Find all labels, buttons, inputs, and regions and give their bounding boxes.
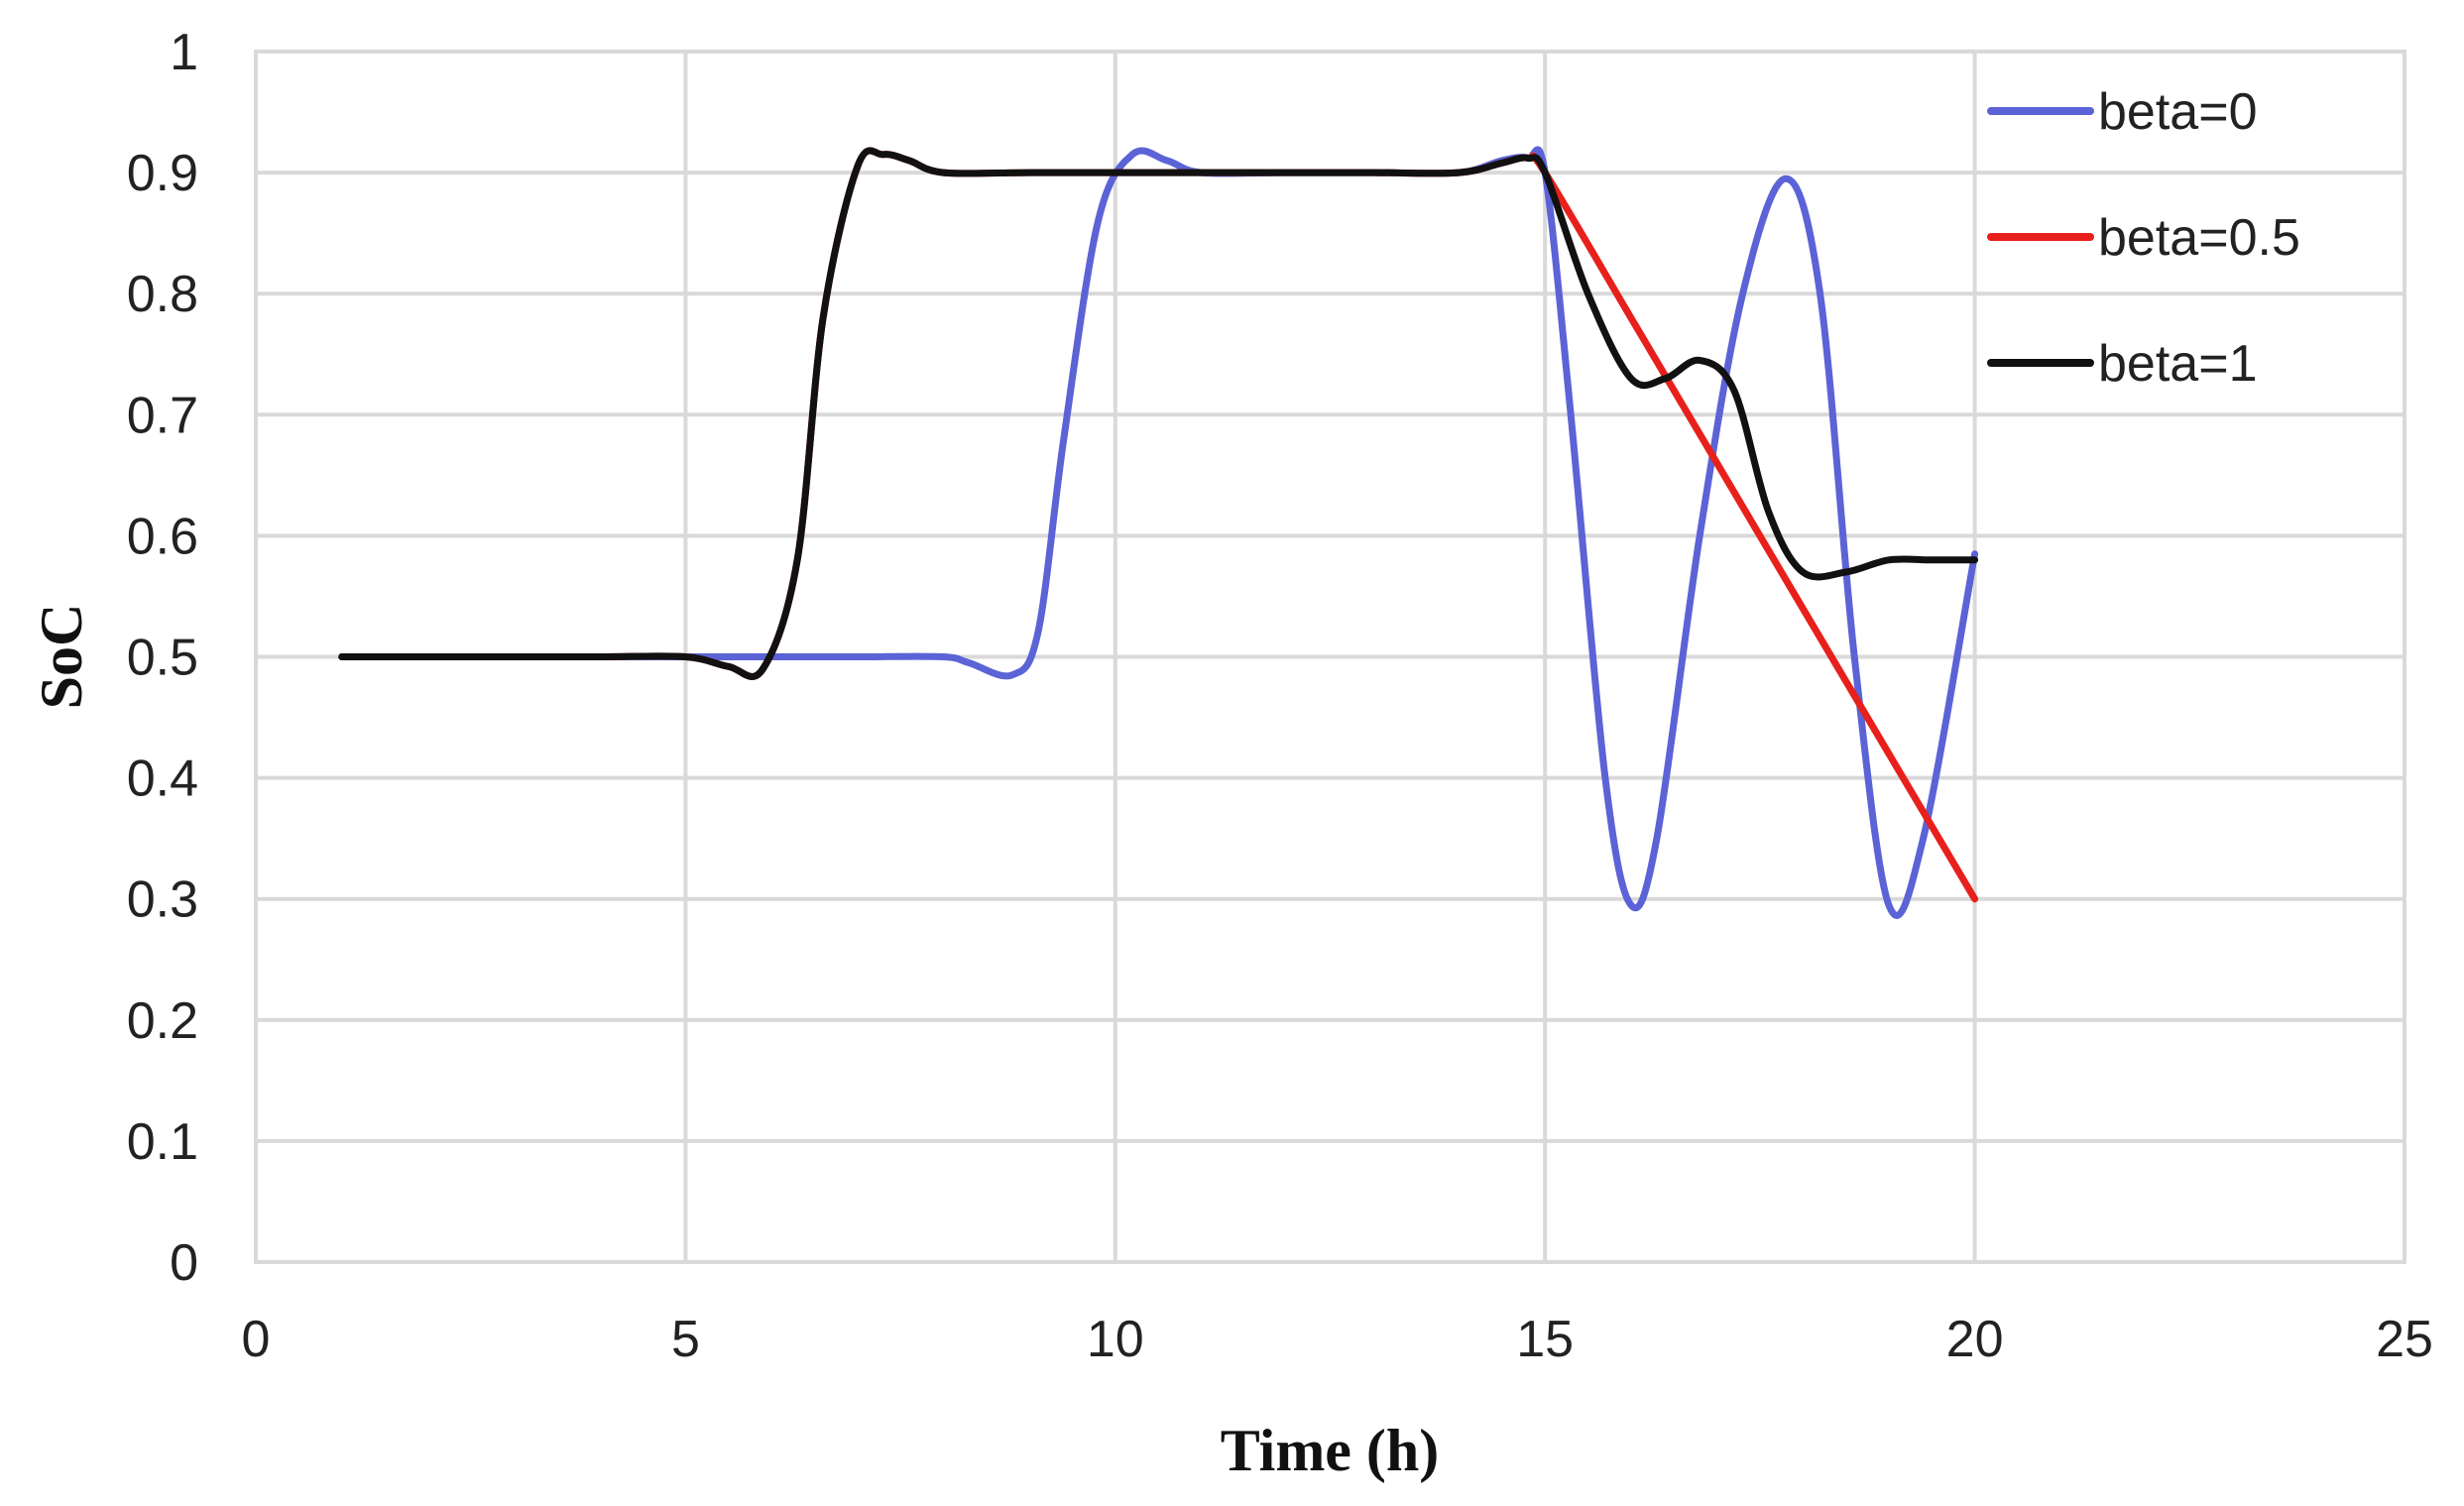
y-tick-label: 0.3 — [127, 871, 198, 929]
y-tick-label: 0.7 — [127, 387, 198, 444]
series-line-beta-0-5 — [338, 147, 1979, 903]
x-tick-label: 5 — [671, 1311, 700, 1368]
legend-label: beta=0.5 — [2098, 209, 2300, 267]
x-tick-label: 20 — [1946, 1311, 2004, 1368]
x-tick-label: 15 — [1516, 1311, 1574, 1368]
series-line-beta-0 — [338, 146, 1979, 919]
legend-item: beta=0 — [1987, 83, 2258, 141]
legend: beta=0 beta=0.5 beta=1 — [1987, 83, 2300, 393]
y-tick-label: 0.2 — [127, 992, 198, 1050]
x-axis-title: Time (h) — [1221, 1418, 1440, 1483]
y-axis-tick-labels: 0 0.1 0.2 0.3 0.4 0.5 0.6 0.7 0.8 0.9 1 — [127, 24, 198, 1292]
x-tick-label: 0 — [242, 1311, 271, 1368]
series-line-beta-1 — [338, 147, 1979, 680]
legend-item: beta=1 — [1987, 335, 2258, 393]
y-tick-label: 0.1 — [127, 1113, 198, 1171]
y-tick-label: 0.5 — [127, 630, 198, 687]
y-tick-label: 0.4 — [127, 751, 198, 808]
legend-label: beta=1 — [2098, 335, 2258, 393]
y-tick-label: 1 — [170, 24, 198, 81]
series-layer — [338, 146, 1979, 919]
y-axis-title: SoC — [29, 604, 94, 710]
legend-label: beta=0 — [2098, 83, 2258, 141]
y-tick-label: 0 — [170, 1234, 198, 1292]
plot-area-frame — [254, 50, 2406, 1264]
y-tick-label: 0.8 — [127, 266, 198, 323]
x-tick-label: 25 — [2376, 1311, 2433, 1368]
y-tick-label: 0.9 — [127, 145, 198, 202]
legend-item: beta=0.5 — [1987, 209, 2300, 267]
x-axis-tick-labels: 0 5 10 15 20 25 — [242, 1311, 2433, 1368]
y-tick-label: 0.6 — [127, 508, 198, 565]
x-tick-label: 10 — [1087, 1311, 1144, 1368]
